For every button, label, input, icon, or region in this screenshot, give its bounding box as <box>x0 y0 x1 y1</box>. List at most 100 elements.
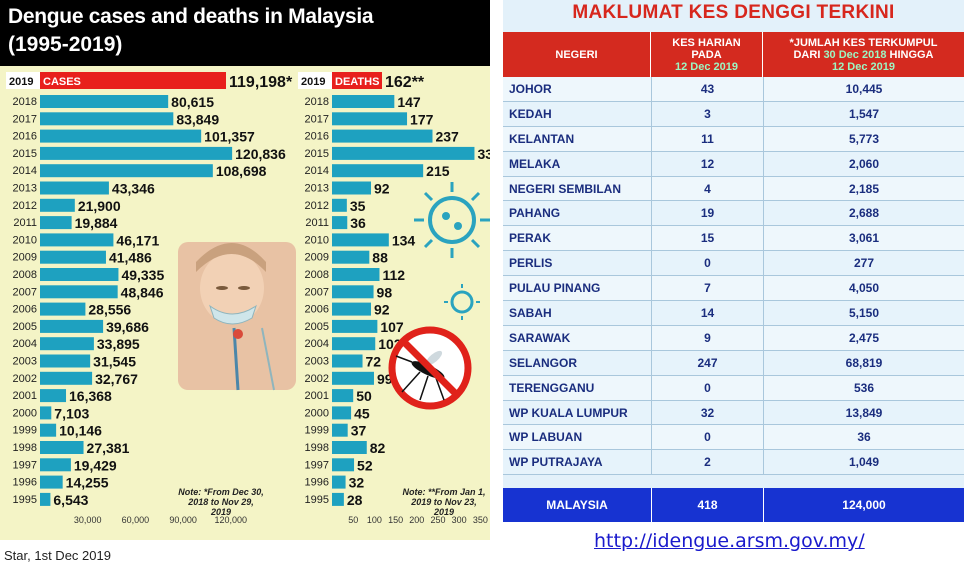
data-label: 177 <box>410 111 434 127</box>
bar <box>40 216 72 230</box>
bar <box>332 112 408 126</box>
daily-cell: 7 <box>651 276 763 301</box>
data-label: 32 <box>349 475 365 491</box>
year-tick-label: 2006 <box>13 304 37 316</box>
year-tick-label: 1995 <box>305 494 329 506</box>
state-cell: SELANGOR <box>509 355 578 370</box>
year-tick-label: 2013 <box>305 183 329 195</box>
bar <box>40 475 63 489</box>
state-cell: JOHOR <box>509 81 552 96</box>
year-tick-label: 2008 <box>305 269 329 281</box>
deaths-chart: 2019 DEATHS 162** 2018 147 2017 177 2016 237 2015… <box>298 72 490 525</box>
bar <box>332 146 475 160</box>
state-cell: SARAWAK <box>509 330 571 345</box>
year-tick-label: 2001 <box>305 390 329 402</box>
x-tick-label: 30,000 <box>74 515 102 525</box>
cumulative-cell: 3,061 <box>763 226 964 251</box>
col-header-cumulative-line2: DARI 30 Dec 2018 HINGGA <box>793 49 933 61</box>
table-body: JOHOR 43 10,445 KEDAH 3 1,547 KELANTAN 11 5,773 M… <box>503 77 964 476</box>
data-label: 36 <box>350 215 366 231</box>
data-label: 32,767 <box>95 371 138 387</box>
daily-cell: 3 <box>651 101 763 126</box>
data-label: 35 <box>350 198 366 214</box>
year-tick-label: 2003 <box>13 356 37 368</box>
table-row: WP KUALA LUMPUR 32 13,849 <box>503 400 964 426</box>
cumulative-cell: 13,849 <box>763 400 964 425</box>
bar <box>40 371 93 385</box>
table-header-row: NEGERI KES HARIAN PADA 12 Dec 2019 *JUML… <box>503 32 964 77</box>
data-label: 215 <box>426 163 450 179</box>
bar <box>332 319 378 333</box>
year-tick-label: 2010 <box>305 234 329 246</box>
state-cell: PERLIS <box>509 256 553 271</box>
year-tick-label: 1996 <box>13 477 37 489</box>
year-tick-label: 2012 <box>305 200 329 212</box>
col-header-daily-line2: PADA <box>691 48 722 61</box>
year-tick-label: 2006 <box>305 304 329 316</box>
data-label: 147 <box>397 94 421 110</box>
state-cell: WP PUTRAJAYA <box>509 455 603 470</box>
state-cell: NEGERI SEMBILAN <box>509 181 622 196</box>
bar <box>40 198 75 212</box>
bar <box>40 129 202 143</box>
data-label: 92 <box>374 302 390 318</box>
table-row: TERENGGANU 0 536 <box>503 375 964 401</box>
headline-year-label: 2019 <box>9 76 33 88</box>
data-label: 92 <box>374 181 390 197</box>
state-cell: TERENGGANU <box>509 380 595 395</box>
virus-icon <box>414 182 490 320</box>
data-label: 48,846 <box>121 284 164 300</box>
data-label: 50 <box>356 388 372 404</box>
data-label: 28 <box>347 492 363 508</box>
state-cell: KEDAH <box>509 106 552 121</box>
year-tick-label: 2015 <box>305 148 329 160</box>
idengue-link[interactable]: http://idengue.arsm.gov.my/ <box>594 530 865 552</box>
data-label: 83,849 <box>176 111 219 127</box>
bar <box>40 492 51 506</box>
cumulative-cell: 2,475 <box>763 325 964 350</box>
bar <box>332 475 346 489</box>
patient-illustration <box>178 242 296 391</box>
year-tick-label: 2018 <box>13 96 37 108</box>
year-tick-label: 2011 <box>13 217 37 229</box>
year-tick-label: 2005 <box>305 321 329 333</box>
table-total-row: MALAYSIA 418 124,000 <box>503 488 964 522</box>
cumulative-cell: 10,445 <box>763 77 964 101</box>
cumulative-cell: 2,185 <box>763 176 964 201</box>
x-tick-label: 150 <box>388 515 403 525</box>
table-row: SABAH 14 5,150 <box>503 301 964 326</box>
daily-cell: 0 <box>651 251 763 276</box>
year-tick-label: 2007 <box>13 286 37 298</box>
bar <box>332 233 389 247</box>
infographic-subtitle: (1995-2019) <box>8 33 123 56</box>
year-tick-label: 1999 <box>13 425 37 437</box>
state-cell: PERAK <box>509 231 552 246</box>
year-tick-label: 2009 <box>305 252 329 264</box>
total-daily: 418 <box>651 488 763 522</box>
data-label: 39,686 <box>106 319 149 335</box>
headline-value: 119,198* <box>229 74 293 91</box>
bar <box>332 371 374 385</box>
data-label: 134 <box>392 232 416 248</box>
total-cumulative: 124,000 <box>763 488 964 522</box>
bar <box>332 354 363 368</box>
cumulative-cell: 536 <box>763 375 964 400</box>
bar <box>40 389 67 403</box>
year-tick-label: 2003 <box>305 356 329 368</box>
daily-cell: 0 <box>651 425 763 450</box>
data-label: 88 <box>372 250 388 266</box>
series-header-bar <box>332 72 382 89</box>
daily-cell: 11 <box>651 126 763 151</box>
bar <box>40 354 91 368</box>
bar <box>332 441 367 454</box>
state-cell: MELAKA <box>509 156 561 171</box>
daily-cell: 247 <box>651 350 763 375</box>
chart-note: 2019 <box>210 507 231 517</box>
data-label: 21,900 <box>78 198 121 214</box>
dengue-infographic: Dengue cases and deaths in Malaysia (199… <box>0 0 490 540</box>
year-tick-label: 2016 <box>305 131 329 143</box>
dengue-charts: 2019 CASES 119,198* 2018 80,615 2017 83,849 201… <box>6 72 490 525</box>
data-label: 112 <box>382 267 405 283</box>
year-tick-label: 2016 <box>13 131 37 143</box>
